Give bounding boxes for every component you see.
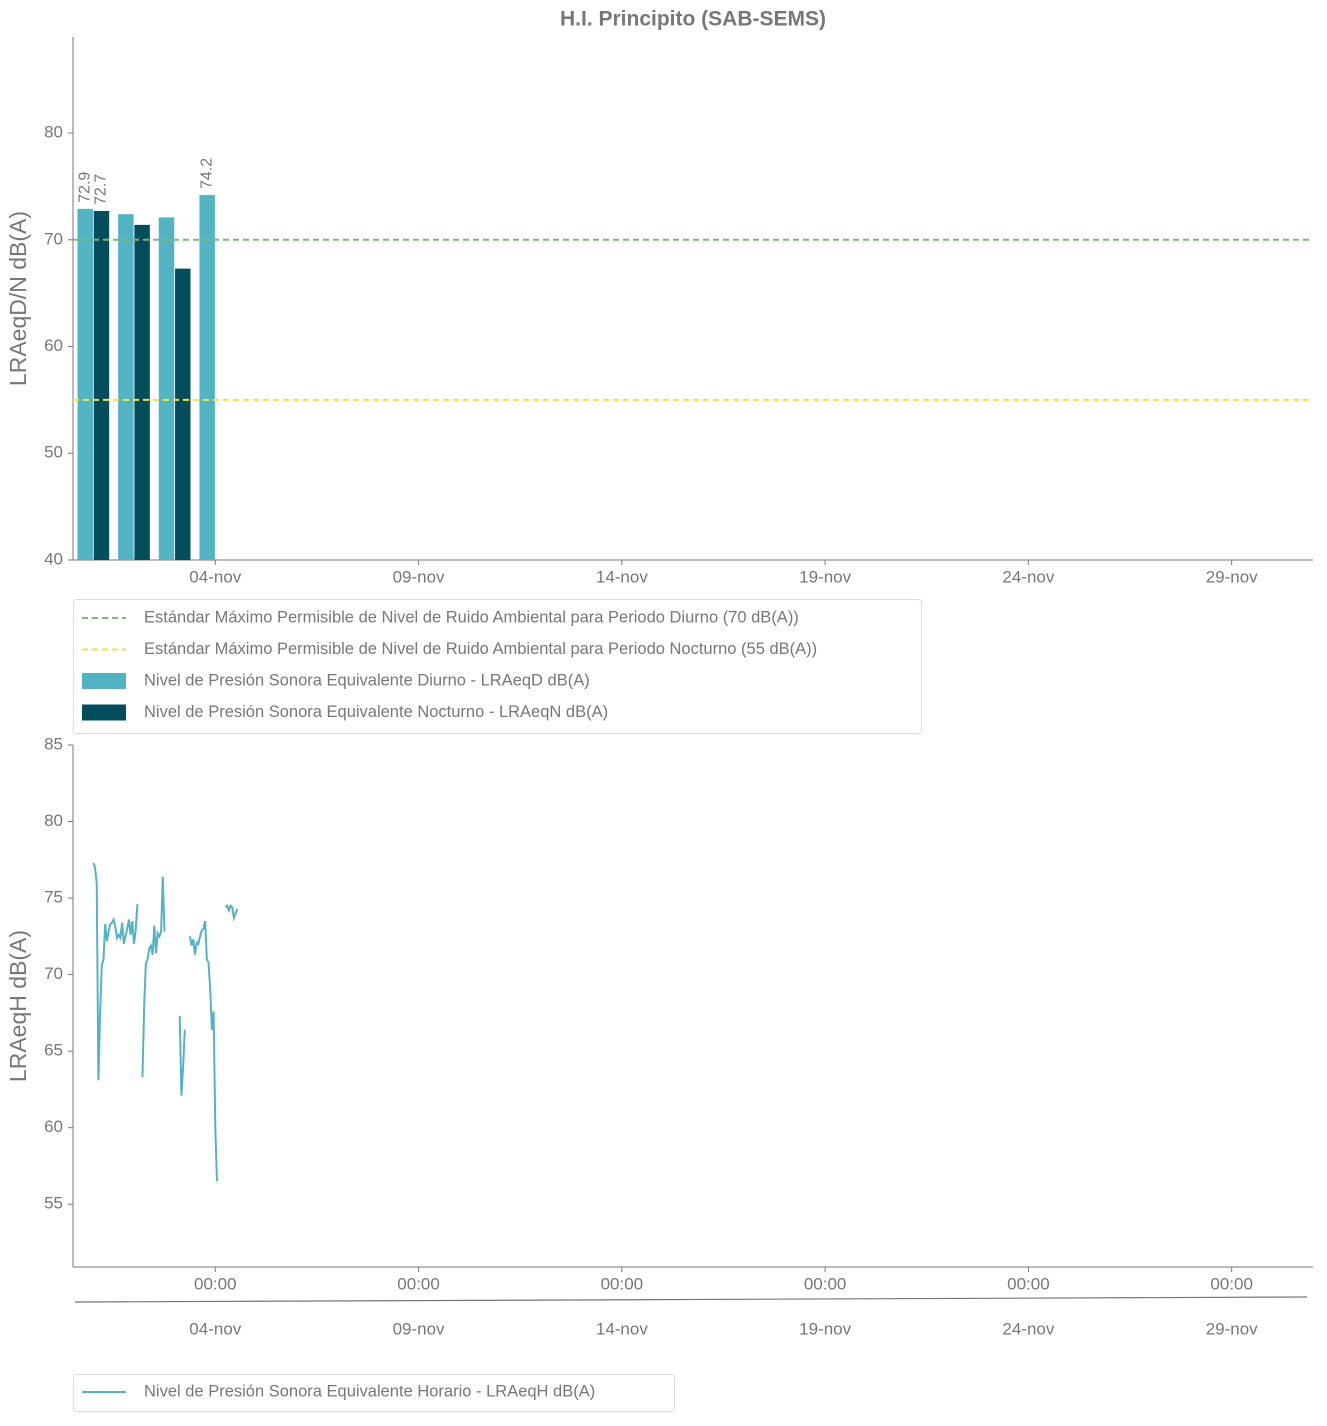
x-tick-label-secondary: 14-nov (596, 1319, 648, 1338)
y-tick-label: 70 (44, 964, 63, 983)
x-tick-label: 14-nov (596, 567, 648, 586)
x-tick-label: 00:00 (194, 1274, 237, 1293)
bar (158, 217, 175, 560)
legend-label: Estándar Máximo Permisible de Nivel de R… (144, 640, 817, 658)
x-tick-label-secondary: 29-nov (1206, 1319, 1258, 1338)
y-tick-label: 55 (44, 1194, 63, 1213)
series-line (92, 862, 239, 1182)
legend-label: Nivel de Presión Sonora Equivalente Noct… (144, 703, 608, 721)
x-tick-label: 00:00 (601, 1274, 644, 1293)
y-axis-label: LRAeqH dB(A) (5, 930, 31, 1082)
x-tick-label: 04-nov (189, 567, 241, 586)
y-tick-label: 50 (44, 443, 63, 462)
x-tick-label: 00:00 (1007, 1274, 1050, 1293)
value-label: 72.7 (93, 174, 110, 205)
x-tick-label-secondary: 19-nov (799, 1319, 851, 1338)
separator (74, 1296, 1308, 1303)
bar (199, 194, 215, 560)
y-tick-label: 60 (44, 336, 63, 355)
legend-label: Nivel de Presión Sonora Equivalente Hora… (144, 1382, 595, 1400)
y-axis-label: LRAeqD/N dB(A) (5, 211, 31, 386)
y-tick-label: 65 (44, 1041, 63, 1060)
x-tick-label: 29-nov (1206, 567, 1258, 586)
y-tick-label: 70 (44, 229, 63, 248)
value-label: 74.2 (198, 158, 215, 189)
bar (77, 208, 93, 561)
y-tick-label: 75 (44, 888, 63, 907)
x-tick-label: 09-nov (393, 567, 445, 586)
bar (118, 214, 134, 560)
bar (93, 210, 110, 561)
chart-title: H.I. Principito (SAB-SEMS) (560, 8, 826, 31)
bar (134, 224, 150, 560)
legend-label: Nivel de Presión Sonora Equivalente Diur… (144, 671, 590, 689)
x-tick-label-secondary: 24-nov (1002, 1319, 1054, 1338)
x-tick-label: 00:00 (397, 1274, 440, 1293)
legend-swatch (82, 704, 126, 721)
legend-box (73, 599, 922, 734)
x-tick-label: 00:00 (1210, 1274, 1253, 1293)
value-label: 72.9 (76, 172, 93, 203)
bar (175, 268, 191, 560)
y-tick-label: 40 (44, 549, 63, 568)
x-tick-label-secondary: 09-nov (393, 1319, 445, 1338)
y-tick-label: 60 (44, 1117, 63, 1136)
x-tick-label: 00:00 (804, 1274, 847, 1293)
x-tick-label: 19-nov (799, 567, 851, 586)
legend-swatch (82, 673, 126, 689)
x-tick-label: 24-nov (1002, 567, 1054, 586)
legend-label: Estándar Máximo Permisible de Nivel de R… (144, 608, 799, 626)
y-tick-label: 80 (44, 123, 63, 142)
x-tick-label-secondary: 04-nov (189, 1319, 241, 1338)
y-tick-label: 85 (44, 734, 63, 753)
legend-box (73, 1374, 675, 1412)
y-tick-label: 80 (44, 811, 63, 830)
